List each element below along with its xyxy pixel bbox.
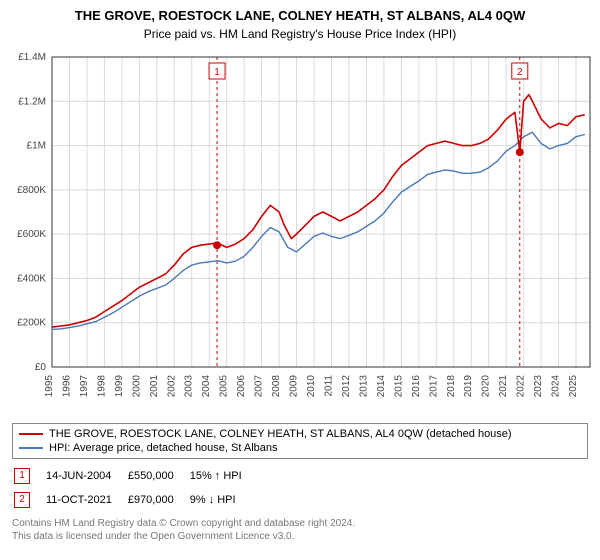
svg-text:2015: 2015	[393, 375, 404, 398]
svg-text:2022: 2022	[516, 375, 527, 398]
svg-text:2018: 2018	[446, 375, 457, 398]
footer-line-2: This data is licensed under the Open Gov…	[12, 530, 588, 543]
footer-attribution: Contains HM Land Registry data © Crown c…	[12, 517, 588, 543]
svg-text:2017: 2017	[428, 375, 439, 398]
marker-date: 11-OCT-2021	[46, 489, 126, 511]
svg-text:£0: £0	[35, 362, 47, 373]
svg-text:2007: 2007	[254, 375, 265, 398]
svg-text:2012: 2012	[341, 375, 352, 398]
marker-delta: 9% ↓ HPI	[190, 489, 256, 511]
svg-text:£1.4M: £1.4M	[18, 52, 46, 63]
svg-text:2011: 2011	[323, 375, 334, 397]
svg-text:£400K: £400K	[17, 273, 46, 284]
svg-text:£200K: £200K	[17, 318, 46, 329]
chart-title: THE GROVE, ROESTOCK LANE, COLNEY HEATH, …	[0, 0, 600, 23]
marker-date: 14-JUN-2004	[46, 465, 126, 487]
svg-text:2020: 2020	[481, 375, 492, 398]
legend-box: THE GROVE, ROESTOCK LANE, COLNEY HEATH, …	[12, 423, 588, 459]
svg-text:2013: 2013	[358, 375, 369, 398]
svg-text:1997: 1997	[79, 375, 90, 398]
marker-row: 2 11-OCT-2021£970,0009% ↓ HPI	[14, 489, 256, 511]
marker-price: £970,000	[128, 489, 188, 511]
svg-text:2003: 2003	[184, 375, 195, 398]
svg-text:2001: 2001	[149, 375, 160, 398]
legend-row: HPI: Average price, detached house, St A…	[19, 441, 581, 455]
svg-text:1: 1	[214, 67, 220, 78]
svg-text:2002: 2002	[166, 375, 177, 398]
markers-table: 1 14-JUN-2004£550,00015% ↑ HPI 2 11-OCT-202…	[12, 463, 258, 513]
svg-text:2006: 2006	[236, 375, 247, 398]
svg-text:2014: 2014	[376, 375, 387, 398]
marker-badge: 1	[14, 468, 30, 484]
svg-text:2024: 2024	[551, 375, 562, 398]
footer-line-1: Contains HM Land Registry data © Crown c…	[12, 517, 588, 530]
legend-label: THE GROVE, ROESTOCK LANE, COLNEY HEATH, …	[49, 428, 512, 440]
svg-text:2000: 2000	[131, 375, 142, 398]
svg-text:2: 2	[517, 67, 523, 78]
legend-swatch	[19, 447, 43, 449]
svg-text:£600K: £600K	[17, 229, 46, 240]
chart-svg: £0 £200K £400K £600K £800K £1M £1.2M £1.4M 1995 1…	[0, 47, 600, 417]
svg-text:2019: 2019	[463, 375, 474, 398]
svg-text:2021: 2021	[498, 375, 509, 398]
svg-text:£800K: £800K	[17, 185, 46, 196]
svg-text:2004: 2004	[201, 375, 212, 398]
chart-subtitle: Price paid vs. HM Land Registry's House …	[0, 23, 600, 47]
legend-swatch	[19, 433, 43, 435]
svg-text:2009: 2009	[289, 375, 300, 398]
svg-text:2016: 2016	[411, 375, 422, 398]
svg-text:2023: 2023	[533, 375, 544, 398]
svg-text:2025: 2025	[568, 375, 579, 398]
svg-text:1996: 1996	[61, 375, 72, 398]
marker-badge: 2	[14, 492, 30, 508]
legend-label: HPI: Average price, detached house, St A…	[49, 442, 278, 454]
marker-delta: 15% ↑ HPI	[190, 465, 256, 487]
svg-text:1998: 1998	[96, 375, 107, 398]
legend-row: THE GROVE, ROESTOCK LANE, COLNEY HEATH, …	[19, 427, 581, 441]
svg-text:£1.2M: £1.2M	[18, 96, 46, 107]
chart-container: THE GROVE, ROESTOCK LANE, COLNEY HEATH, …	[0, 0, 600, 543]
svg-text:1995: 1995	[44, 375, 55, 398]
marker-price: £550,000	[128, 465, 188, 487]
svg-text:2008: 2008	[271, 375, 282, 398]
marker-row: 1 14-JUN-2004£550,00015% ↑ HPI	[14, 465, 256, 487]
svg-text:£1M: £1M	[27, 141, 46, 152]
chart-plot-area: £0 £200K £400K £600K £800K £1M £1.2M £1.4M 1995 1…	[0, 47, 600, 417]
svg-text:1999: 1999	[114, 375, 125, 398]
svg-text:2010: 2010	[306, 375, 317, 398]
svg-text:2005: 2005	[219, 375, 230, 398]
